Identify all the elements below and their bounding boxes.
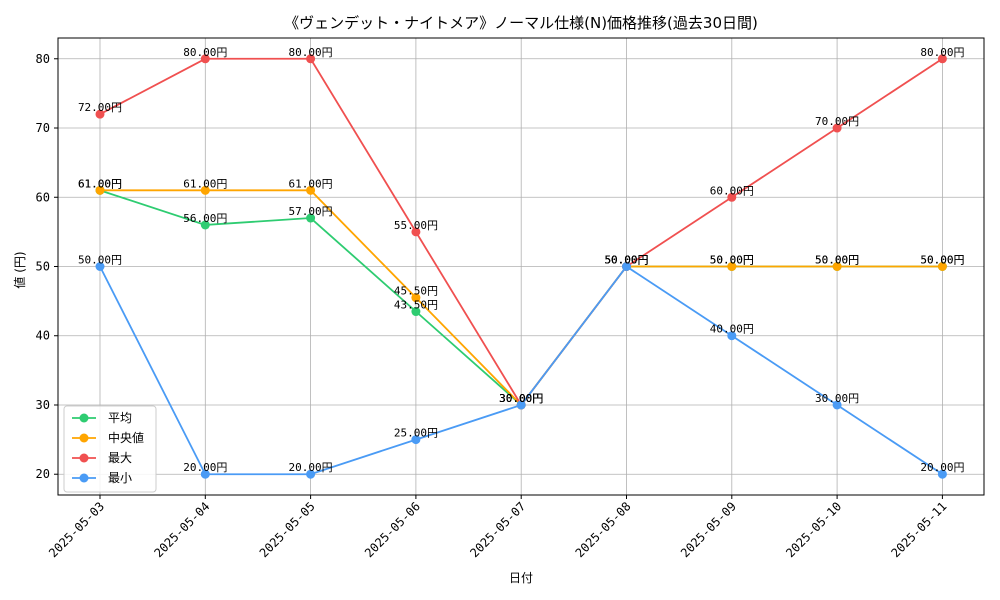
y-tick-label: 30 <box>36 398 50 412</box>
data-label: 50.00円 <box>920 254 964 267</box>
y-tick-label: 40 <box>36 329 50 343</box>
data-label: 56.00円 <box>183 212 227 225</box>
legend-label: 平均 <box>108 411 132 425</box>
x-axis-label: 日付 <box>509 571 533 585</box>
data-label: 40.00円 <box>710 323 754 336</box>
data-point <box>306 54 316 64</box>
data-point <box>937 469 947 479</box>
legend-marker <box>79 433 89 443</box>
data-label: 50.00円 <box>815 254 859 267</box>
x-tick-label: 2025-05-05 <box>257 499 318 560</box>
y-tick-label: 50 <box>36 260 50 274</box>
data-point <box>200 220 210 230</box>
data-label: 50.00円 <box>920 254 964 267</box>
legend-label: 最小 <box>108 471 132 485</box>
chart-title: 《ヴェンデット・ナイトメア》ノーマル仕様(N)価格推移(過去30日間) <box>284 14 758 32</box>
data-point <box>411 435 421 445</box>
data-label: 50.00円 <box>604 254 648 267</box>
legend-label: 中央値 <box>108 430 144 445</box>
data-label: 60.00円 <box>710 184 754 197</box>
data-point <box>727 262 737 271</box>
data-label: 20.00円 <box>289 461 333 474</box>
data-point <box>95 185 105 195</box>
legend-box <box>63 405 157 493</box>
data-label: 30.00円 <box>499 392 543 405</box>
data-label: 80.00円 <box>920 46 964 59</box>
data-point <box>306 213 316 223</box>
legend-marker <box>79 453 89 463</box>
data-label: 70.00円 <box>815 115 859 128</box>
data-point <box>200 185 210 195</box>
data-label: 25.00円 <box>394 427 438 440</box>
data-label: 80.00円 <box>183 46 227 59</box>
data-point <box>411 293 421 303</box>
data-label: 50.00円 <box>604 254 648 267</box>
data-label: 61.00円 <box>183 177 227 190</box>
x-tick-label: 2025-05-11 <box>889 499 950 560</box>
data-label: 20.00円 <box>183 461 227 474</box>
x-tick-label: 2025-05-04 <box>151 499 212 560</box>
data-label: 50.00円 <box>710 254 754 267</box>
data-point <box>622 262 631 271</box>
data-label: 30.00円 <box>499 392 543 405</box>
data-label: 30.00円 <box>815 392 859 405</box>
data-point <box>832 123 842 133</box>
legend-label: 最大 <box>108 451 132 465</box>
data-label: 50.00円 <box>815 254 859 267</box>
data-point <box>937 262 947 271</box>
data-point <box>95 262 105 271</box>
series-layer <box>95 54 947 479</box>
data-label: 61.00円 <box>78 177 122 190</box>
data-label: 50.00円 <box>604 254 648 267</box>
x-tick-label: 2025-05-03 <box>46 499 107 560</box>
legend-marker <box>79 413 89 423</box>
data-label: 57.00円 <box>289 205 333 218</box>
data-point <box>95 109 105 119</box>
data-label: 20.00円 <box>920 461 964 474</box>
data-point <box>832 262 842 271</box>
y-tick-label: 60 <box>36 190 50 204</box>
data-point <box>306 185 316 195</box>
data-point <box>411 307 421 317</box>
data-point <box>516 400 526 410</box>
data-label: 30.00円 <box>499 392 543 405</box>
data-label: 61.00円 <box>78 177 122 190</box>
data-point <box>306 469 316 479</box>
data-point <box>411 227 421 237</box>
data-label: 61.00円 <box>289 177 333 190</box>
y-tick-label: 70 <box>36 121 50 135</box>
y-axis-label: 値 (円) <box>12 251 27 288</box>
y-tick-label: 20 <box>36 467 50 481</box>
x-tick-label: 2025-05-07 <box>467 499 528 560</box>
data-label: 72.00円 <box>78 101 122 114</box>
data-point <box>200 469 210 479</box>
data-label: 30.00円 <box>499 392 543 405</box>
data-label: 43.50円 <box>394 299 438 312</box>
data-label: 50.00円 <box>710 254 754 267</box>
data-label: 55.00円 <box>394 219 438 232</box>
data-point <box>727 331 737 341</box>
x-tick-label: 2025-05-06 <box>362 499 423 560</box>
x-tick-label: 2025-05-08 <box>573 499 634 560</box>
legend-marker <box>79 473 89 483</box>
data-label: 80.00円 <box>289 46 333 59</box>
x-tick-label: 2025-05-10 <box>783 499 844 560</box>
data-label: 50.00円 <box>78 254 122 267</box>
data-label: 50.00円 <box>604 254 648 267</box>
data-point <box>727 192 737 202</box>
data-labels: 61.00円 56.00円 57.00円 43.50円 30.00円 50.00円 50.0… <box>78 46 965 474</box>
x-tick-label: 2025-05-09 <box>678 499 739 560</box>
data-point <box>200 54 210 64</box>
data-point <box>937 54 947 64</box>
y-tick-label: 80 <box>36 52 50 66</box>
data-label: 45.50円 <box>394 285 438 298</box>
data-point <box>832 400 842 410</box>
